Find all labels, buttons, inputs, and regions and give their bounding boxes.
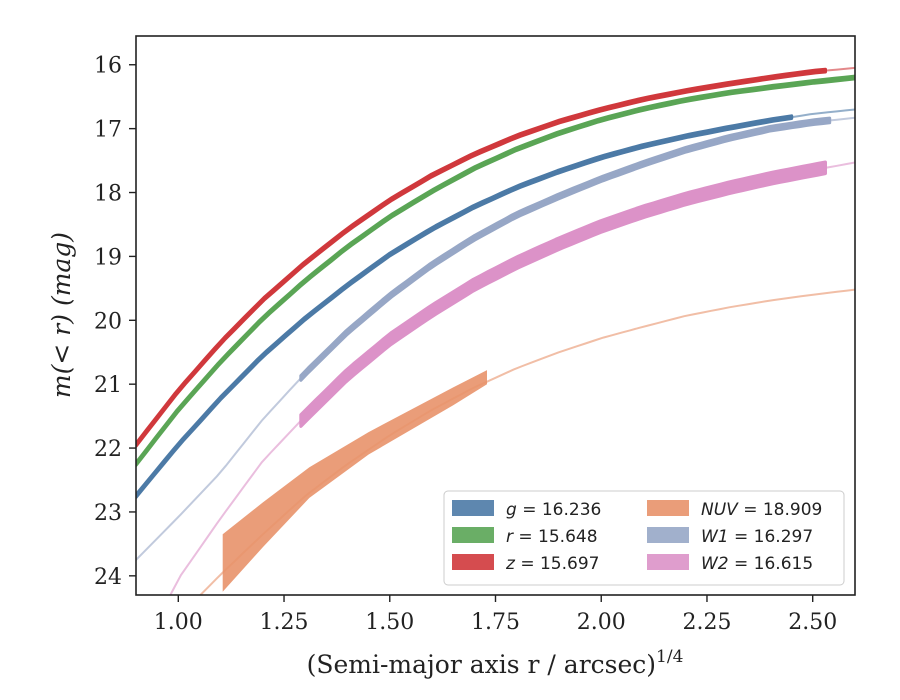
series-W1 — [136, 116, 855, 561]
legend-swatch — [647, 554, 689, 570]
legend-item-W2: W2 = 16.615 — [647, 554, 813, 574]
legend-label: g = 16.236 — [506, 500, 601, 520]
legend-item-g: g = 16.236 — [452, 500, 601, 520]
x-tick-label: 2.50 — [788, 610, 837, 635]
legend-swatch — [452, 500, 494, 516]
x-tick-label: 2.00 — [577, 610, 626, 635]
legend-symbol: W2 — [701, 554, 729, 574]
series-r — [136, 74, 855, 467]
series-W2 — [169, 160, 855, 595]
y-tick-label: 18 — [94, 182, 122, 207]
legend-value: = 15.697 — [515, 554, 600, 574]
legend-item-W1: W1 = 16.297 — [647, 527, 813, 547]
model-curve-g — [136, 108, 855, 497]
series-NUV — [198, 288, 855, 595]
y-tick-label: 16 — [94, 54, 122, 79]
x-tick-label: 1.25 — [260, 610, 309, 635]
x-tick-label: 1.00 — [154, 610, 203, 635]
band-NUV — [222, 370, 487, 592]
x-tick-label: 2.25 — [682, 610, 731, 635]
band-W2 — [299, 160, 827, 428]
legend-swatch — [452, 527, 494, 543]
legend-symbol: g — [506, 500, 517, 520]
curves-layer — [136, 66, 855, 595]
band-z — [136, 67, 827, 448]
legend-value: = 16.236 — [517, 500, 602, 520]
legend-item-NUV: NUV = 18.909 — [647, 500, 822, 520]
x-axis: 1.00 1.25 1.50 1.75 2.00 2.25 2.50 — [154, 595, 837, 635]
legend-label: r = 15.648 — [506, 527, 598, 547]
y-tick-label: 17 — [94, 118, 122, 143]
y-axis-label: m(< r) (mag) — [47, 232, 76, 398]
x-axis-label: (Semi-major axis r / arcsec)1/4 — [307, 647, 684, 679]
legend-value: = 18.909 — [738, 500, 823, 520]
legend-swatch — [647, 527, 689, 543]
band-r — [136, 74, 855, 467]
legend-item-z: z = 15.697 — [452, 554, 599, 574]
y-tick-label: 19 — [94, 245, 122, 270]
band-W1 — [299, 116, 832, 382]
y-tick-label: 20 — [94, 309, 122, 334]
series-z — [136, 66, 855, 448]
series-g — [136, 108, 855, 499]
x-tick-label: 1.50 — [365, 610, 414, 635]
legend-label: NUV = 18.909 — [701, 500, 822, 520]
legend-symbol: z — [505, 554, 516, 574]
model-curve-W2 — [169, 161, 855, 595]
legend-symbol: W1 — [701, 527, 729, 547]
x-tick-label: 1.75 — [471, 610, 520, 635]
legend-symbol: r — [506, 527, 514, 547]
legend-label: W2 = 16.615 — [701, 554, 813, 574]
legend-value: = 16.297 — [729, 527, 814, 547]
legend-item-r: r = 15.648 — [452, 527, 598, 547]
legend-box — [443, 490, 845, 586]
band-g — [136, 114, 794, 499]
legend-swatch — [452, 554, 494, 570]
y-tick-label: 22 — [94, 437, 122, 462]
model-curve-NUV — [198, 288, 855, 595]
legend-label: W1 = 16.297 — [701, 527, 813, 547]
y-tick-label: 21 — [94, 373, 122, 398]
legend-value: = 16.615 — [729, 554, 814, 574]
y-axis: 16 17 18 19 20 21 22 23 24 — [94, 54, 136, 590]
legend-symbol: NUV — [701, 500, 739, 520]
legend-label: z = 15.697 — [505, 554, 599, 574]
legend-value: = 15.648 — [513, 527, 598, 547]
y-tick-label: 23 — [94, 501, 122, 526]
y-tick-label: 24 — [94, 565, 122, 590]
legend-swatch — [647, 500, 689, 516]
